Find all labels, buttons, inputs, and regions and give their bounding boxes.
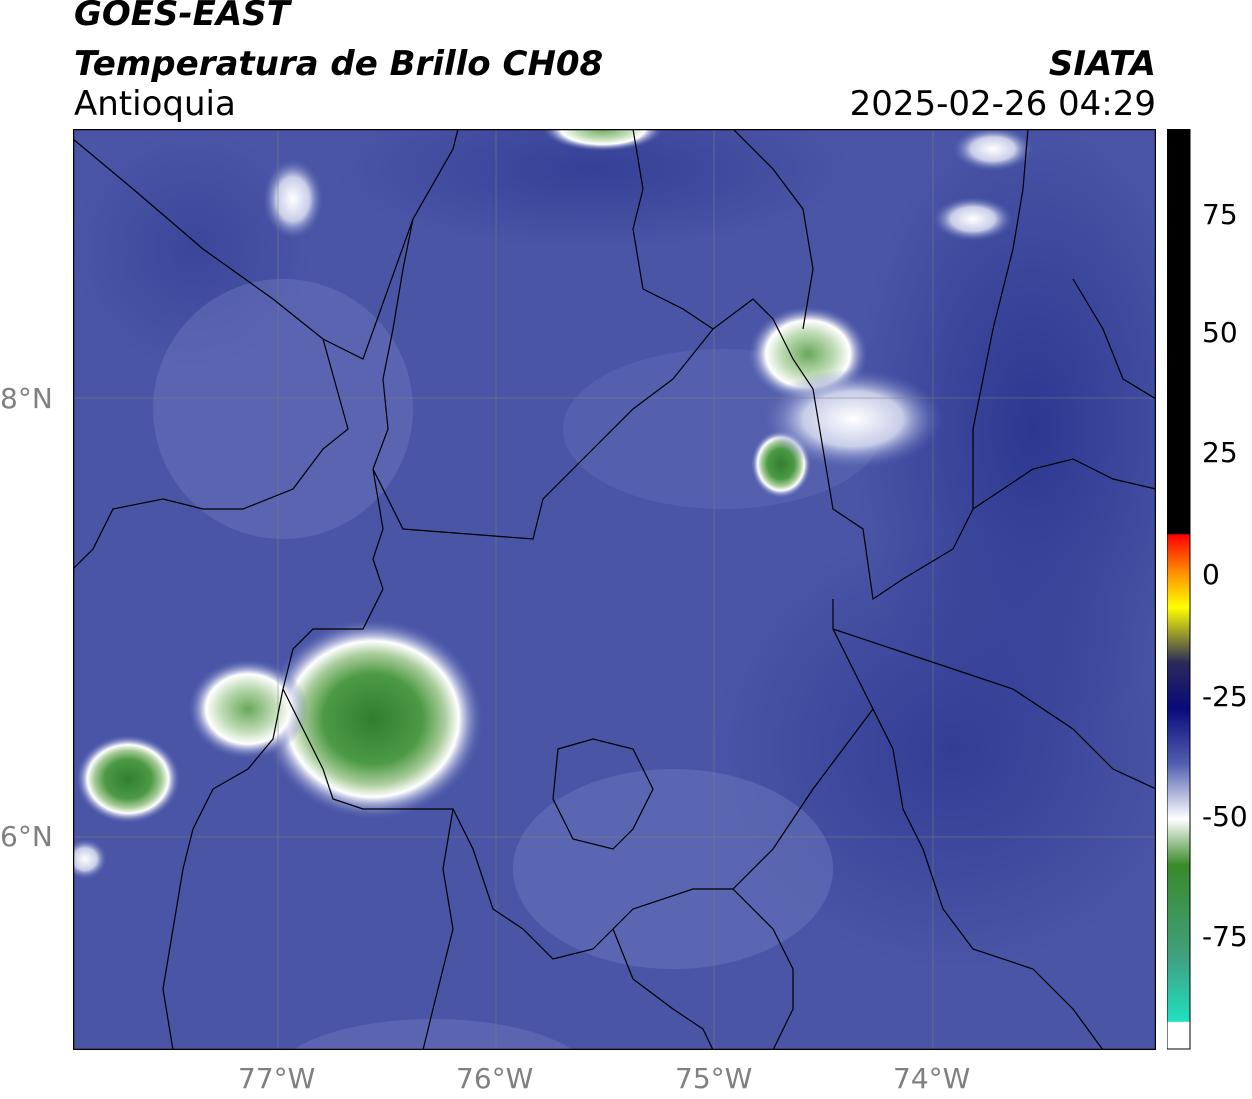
colorbar-tick-0: 0 bbox=[1202, 558, 1220, 591]
region-label: Antioquia bbox=[74, 84, 236, 124]
satellite-title: GOES-EAST bbox=[74, 0, 290, 34]
lon-tick-74w: 74°W bbox=[893, 1062, 971, 1095]
lat-tick-6n: 6°N bbox=[0, 820, 53, 853]
colorbar-tick-minus50: -50 bbox=[1202, 800, 1248, 833]
product-title: Temperatura de Brillo CH08 bbox=[74, 44, 604, 84]
agency-label: SIATA bbox=[1048, 44, 1156, 84]
lon-tick-76w: 76°W bbox=[456, 1062, 534, 1095]
colorbar-tick-25: 25 bbox=[1202, 436, 1238, 469]
colorbar-tick-minus75: -75 bbox=[1202, 920, 1248, 953]
colorbar bbox=[1167, 129, 1191, 1050]
datetime-label: 2025-02-26 04:29 bbox=[849, 84, 1156, 124]
colorbar-tick-75: 75 bbox=[1202, 198, 1238, 231]
lon-tick-75w: 75°W bbox=[675, 1062, 753, 1095]
lon-tick-77w: 77°W bbox=[238, 1062, 316, 1095]
colorbar-tick-minus25: -25 bbox=[1202, 680, 1248, 713]
satellite-map bbox=[73, 129, 1156, 1050]
lat-tick-8n: 8°N bbox=[0, 382, 53, 415]
colorbar-tick-50: 50 bbox=[1202, 316, 1238, 349]
